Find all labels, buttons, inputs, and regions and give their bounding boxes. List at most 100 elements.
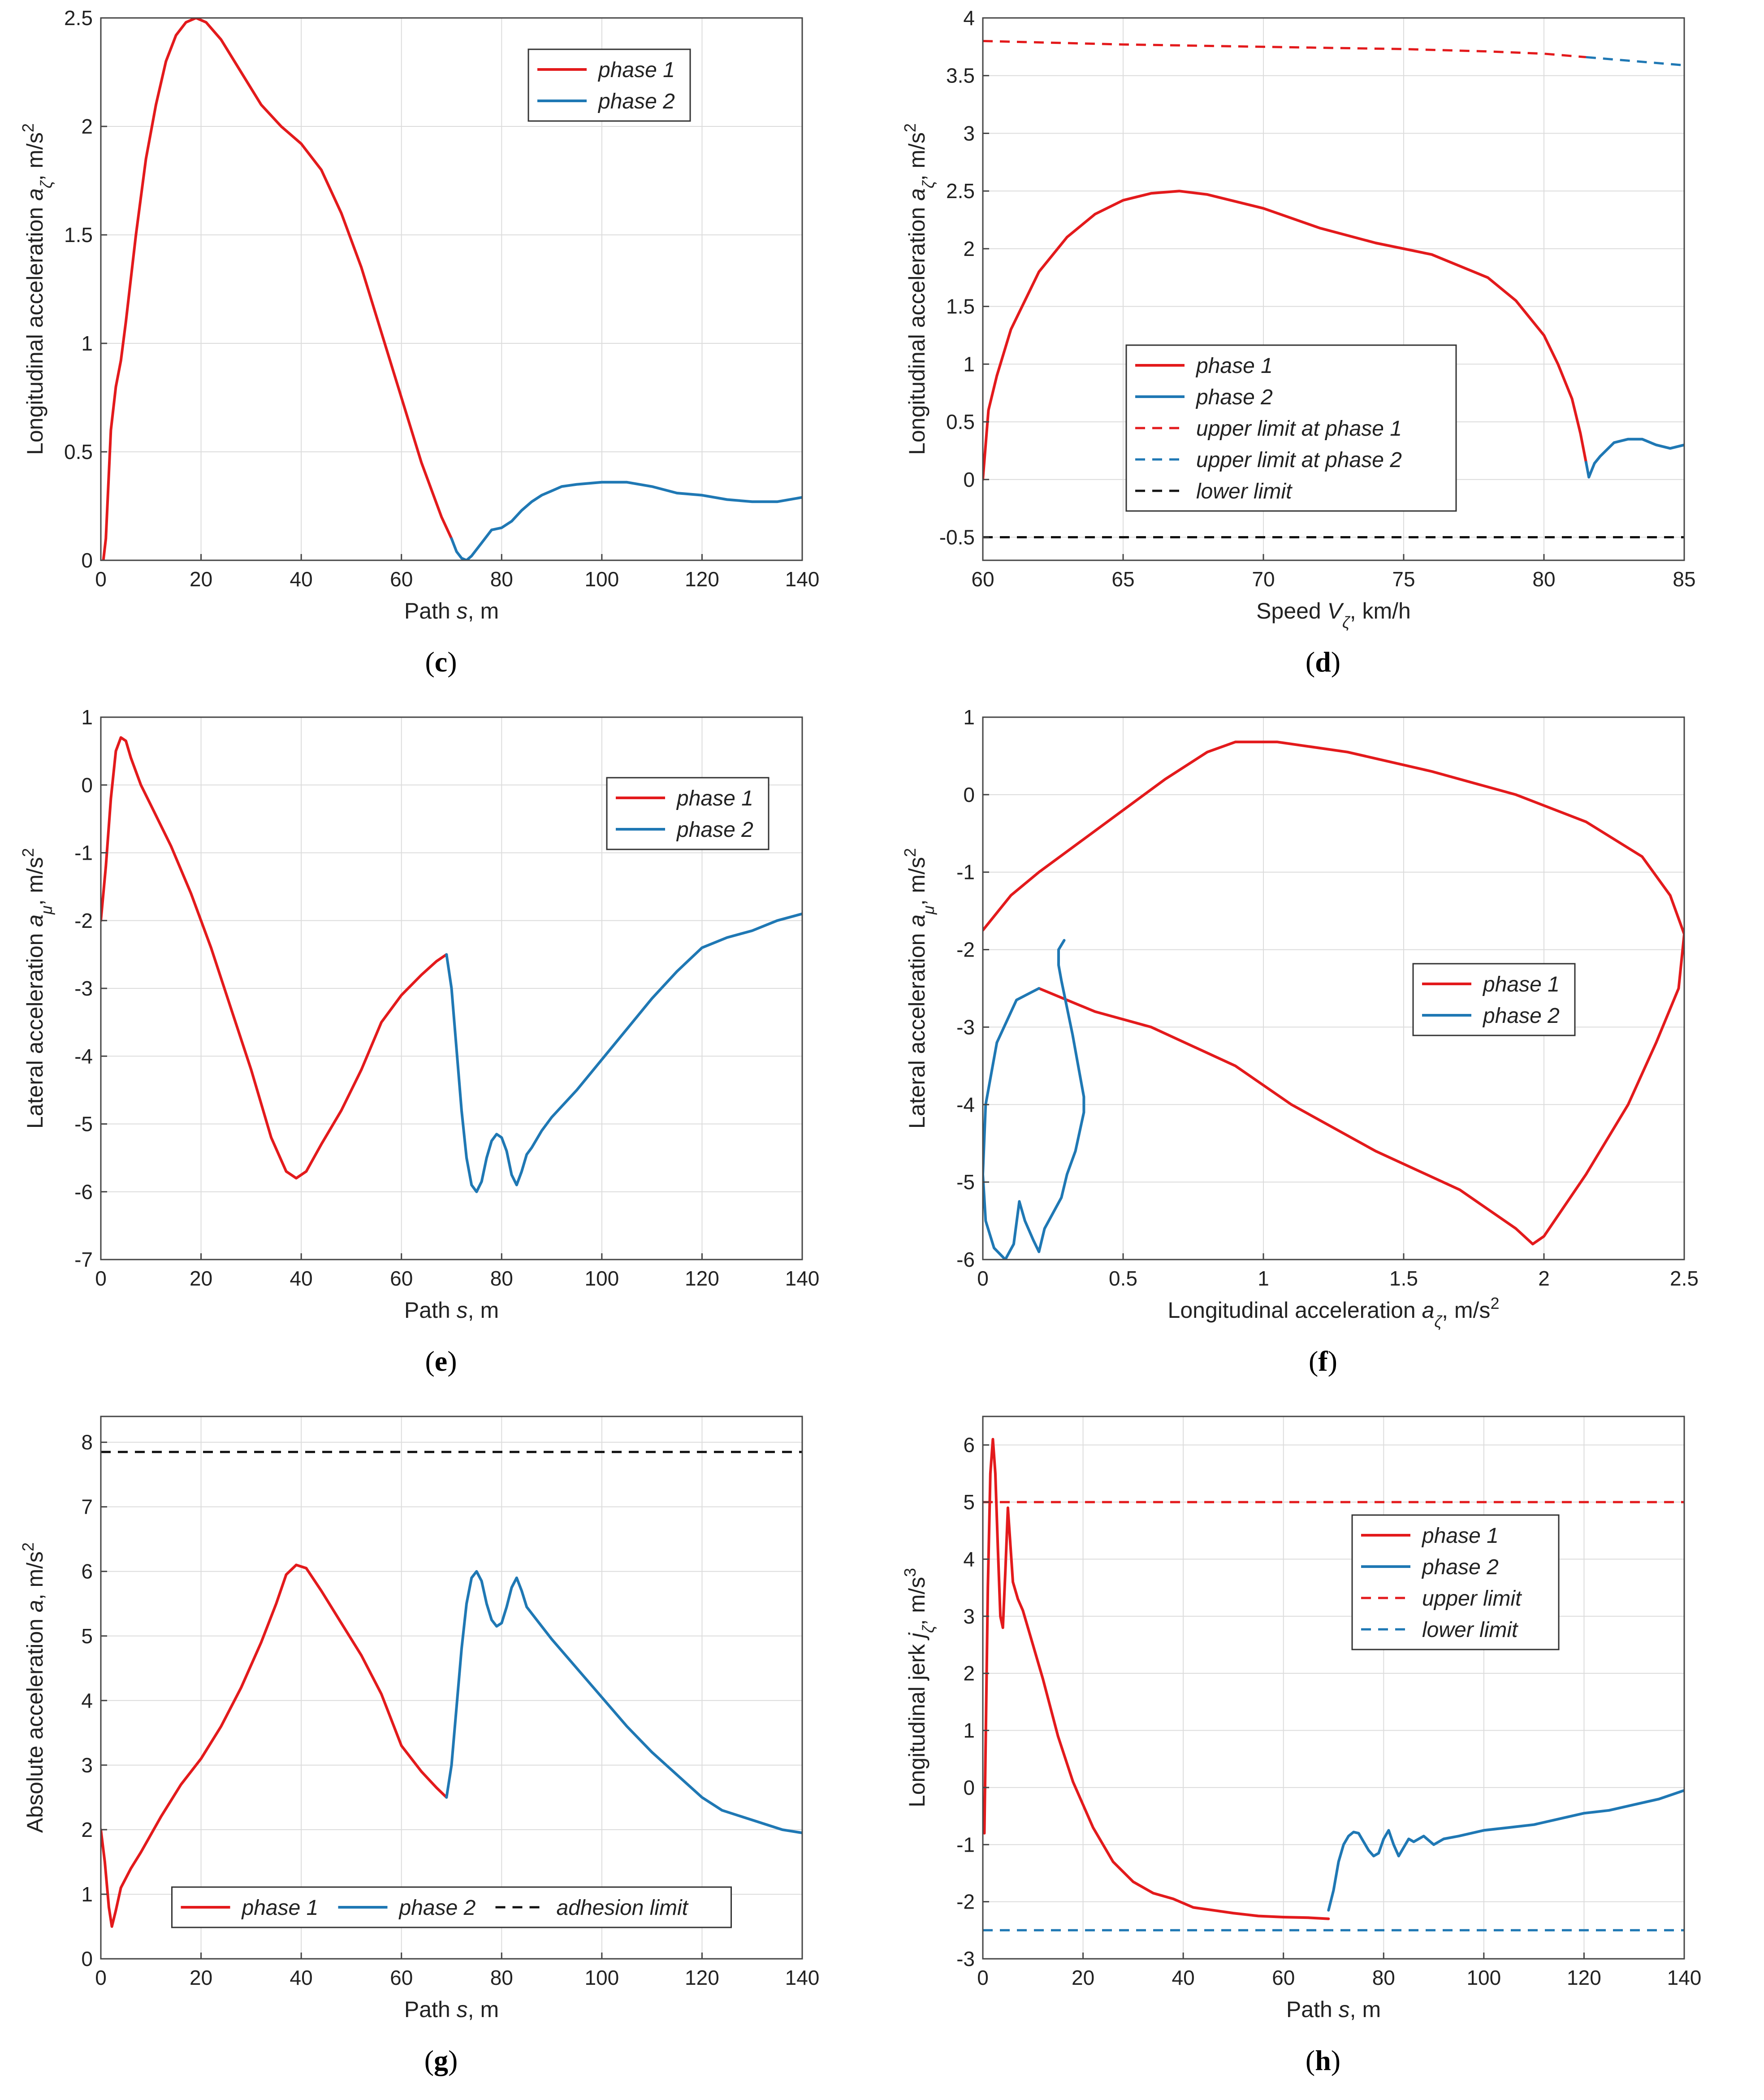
legend-entry-label: upper limit at phase 2 — [1196, 448, 1402, 472]
legend-entry-label: phase 2 — [676, 818, 753, 842]
x-axis-label: Path s, m — [1286, 1997, 1381, 2022]
x-tick-label: 0 — [95, 567, 107, 591]
y-tick-label: -0.5 — [939, 526, 975, 549]
y-tick-label: 1 — [81, 332, 93, 355]
x-axis-label: Path s, m — [404, 1997, 499, 2022]
x-tick-label: 2.5 — [1670, 1267, 1699, 1290]
y-tick-label: 1.5 — [946, 295, 975, 318]
y-tick-label: -6 — [956, 1248, 975, 1271]
y-tick-label: 0.5 — [946, 410, 975, 433]
y-tick-label: 1 — [963, 706, 975, 729]
y-tick-label: -2 — [956, 938, 975, 961]
y-tick-label: 0 — [963, 468, 975, 491]
chart-panel-c: 0 20 40 60 80 100 120 140 0 0.5 1 1.5 2 2.5 Path s, m L… — [0, 0, 882, 699]
y-tick-label: -7 — [74, 1248, 93, 1271]
y-axis-label: Lateral acceleration aμ, m/s2 — [19, 848, 56, 1129]
panel-label-h: (h) — [1305, 2044, 1341, 2076]
legend-entry-label: adhesion limit — [557, 1896, 689, 1920]
x-tick-label: 120 — [685, 1267, 719, 1290]
x-tick-label: 120 — [685, 567, 719, 591]
series-line-phase-2 — [1584, 437, 1684, 479]
y-tick-label: 1 — [81, 706, 93, 729]
y-tick-label: 2 — [81, 115, 93, 138]
series-line-phase-2 — [445, 1570, 802, 1835]
x-tick-label: 20 — [190, 1267, 212, 1290]
series-line-upper-limit-at-phase-1 — [983, 40, 1587, 58]
x-tick-label: 120 — [685, 1966, 719, 1989]
panel-label-c: (c) — [425, 646, 457, 678]
legend-entry-label: phase 2 — [398, 1896, 476, 1920]
y-tick-label: 5 — [963, 1490, 975, 1514]
chart-panel-h: 0 20 40 60 80 100 120 140 -3 -2 -1 0 1 2 3 4 5 6 Path s, m… — [882, 1399, 1764, 2098]
series-group — [102, 18, 802, 560]
series-line-phase-1 — [101, 736, 448, 1180]
x-tick-label: 75 — [1392, 567, 1415, 591]
x-tick-label: 0 — [95, 1267, 107, 1290]
x-tick-label: 40 — [290, 1966, 313, 1989]
legend-entry-label: phase 2 — [1482, 1004, 1560, 1028]
y-tick-label: 3.5 — [946, 64, 975, 87]
legend-box — [1351, 1514, 1560, 1650]
chart-f: 0 0.5 1 1.5 2 2.5 -6 -5 -4 -3 -2 -1 0 1 Longitudinal a… — [901, 706, 1699, 1331]
panel-label-f: (f) — [1309, 1345, 1337, 1377]
axis-box — [982, 1416, 1685, 1960]
y-tick-label: -3 — [74, 977, 93, 1000]
y-tick-label: 4 — [81, 1689, 93, 1712]
legend-entry-label: phase 1 — [597, 58, 675, 82]
y-tick-label: 4 — [963, 1547, 975, 1571]
panel-label-g: (g) — [424, 2044, 458, 2076]
x-tick-label: 140 — [1667, 1966, 1702, 1989]
x-tick-label: 70 — [1252, 567, 1275, 591]
panel-label-e: (e) — [425, 1345, 457, 1377]
y-tick-label: 0 — [963, 1776, 975, 1799]
y-axis-label: Longitudinal jerk jζ, m/s3 — [901, 1568, 938, 1807]
y-tick-label: 6 — [81, 1560, 93, 1583]
chart-panel-f: 0 0.5 1 1.5 2 2.5 -6 -5 -4 -3 -2 -1 0 1 Longitudinal a… — [882, 699, 1764, 1399]
y-tick-label: 0 — [963, 783, 975, 806]
y-tick-label: 0 — [81, 773, 93, 797]
series-group — [101, 1451, 802, 1928]
x-tick-label: 80 — [490, 1966, 513, 1989]
x-tick-label: 140 — [785, 1966, 820, 1989]
x-tick-label: 100 — [584, 567, 619, 591]
plot-area — [101, 18, 802, 560]
x-tick-label: 0 — [95, 1966, 107, 1989]
x-tick-label: 0 — [977, 1267, 989, 1290]
y-tick-label: 1.5 — [64, 223, 93, 247]
x-tick-label: 20 — [190, 567, 212, 591]
x-tick-label: 140 — [785, 1267, 820, 1290]
series-line-phase-1 — [102, 18, 453, 560]
legend-box — [527, 48, 691, 122]
y-tick-label: 8 — [81, 1431, 93, 1454]
chart-panel-g: 0 20 40 60 80 100 120 140 0 1 2 3 4 5 6 7 8 Path s, m Abso… — [0, 1399, 882, 2098]
legend-entry-label: phase 2 — [1195, 385, 1273, 409]
x-tick-label: 40 — [290, 567, 313, 591]
y-tick-label: 3 — [963, 121, 975, 145]
x-tick-label: 60 — [971, 567, 994, 591]
y-tick-label: -2 — [74, 909, 93, 932]
x-tick-label: 2 — [1538, 1267, 1550, 1290]
y-tick-label: 5 — [81, 1624, 93, 1648]
legend-entry-label: phase 1 — [1421, 1524, 1499, 1548]
legend-entry-label: phase 2 — [1421, 1555, 1499, 1579]
series-group — [983, 40, 1684, 538]
y-tick-label: -3 — [956, 1015, 975, 1039]
series-line-phase-1 — [983, 740, 1684, 1246]
x-tick-label: 40 — [290, 1267, 313, 1290]
y-tick-label: -4 — [74, 1044, 93, 1068]
y-tick-label: -2 — [956, 1890, 975, 1914]
y-tick-label: 3 — [81, 1754, 93, 1777]
chart-panel-d: 60 65 70 75 80 85 -0.5 0 0.5 1 1.5 2 2.5 3 3.5 4 Speed V… — [882, 0, 1764, 699]
axis-box — [982, 17, 1685, 561]
x-tick-label: 60 — [390, 567, 413, 591]
series-group — [983, 740, 1684, 1260]
y-axis-label: Longitudinal acceleration aζ, m/s2 — [901, 123, 938, 455]
y-tick-label: 1 — [963, 1719, 975, 1742]
y-tick-label: 2 — [963, 1662, 975, 1685]
legend-entry-label: lower limit — [1422, 1618, 1518, 1642]
x-tick-label: 100 — [584, 1267, 619, 1290]
axis-box — [100, 1416, 803, 1960]
legend-box — [606, 777, 770, 850]
plot-area — [101, 1416, 802, 1959]
